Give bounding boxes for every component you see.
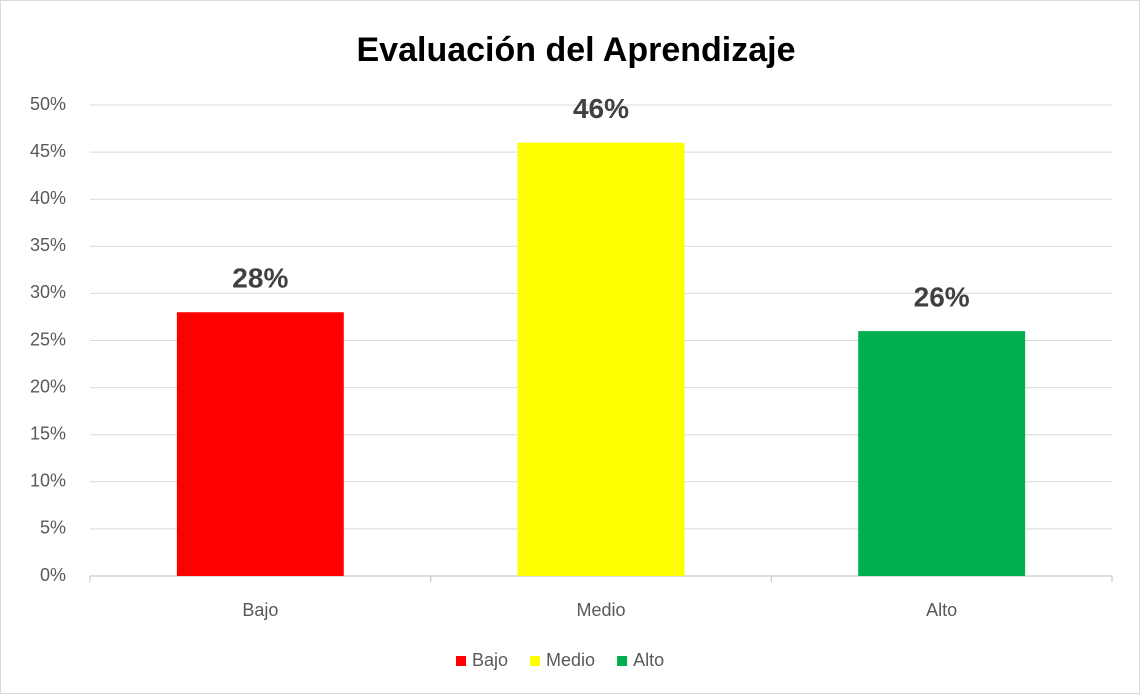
legend-swatch [456,656,466,666]
y-tick-label: 40% [30,188,66,208]
y-tick-label: 45% [30,141,66,161]
data-label: 46% [573,93,629,124]
bar [176,312,344,576]
x-tick-label: Bajo [242,600,278,620]
legend-swatch [530,656,541,666]
y-tick-label: 20% [30,376,66,396]
data-label: 28% [232,263,288,294]
bar [858,331,1026,576]
chart-title: Evaluación del Aprendizaje [357,31,796,69]
bar [517,142,685,576]
y-tick-label: 10% [30,471,66,491]
x-tick-label: Alto [926,600,957,620]
y-tick-label: 5% [40,518,66,538]
y-tick-label: 25% [30,329,66,349]
legend-label: Alto [633,650,664,670]
x-tick-label: Medio [576,600,625,620]
y-tick-label: 30% [30,282,66,302]
data-label: 26% [914,281,970,312]
y-tick-label: 15% [30,423,66,443]
y-tick-label: 0% [40,565,66,585]
y-tick-label: 35% [30,235,66,255]
y-tick-label: 50% [30,94,66,114]
legend-label: Bajo [472,650,508,670]
legend-swatch [617,656,628,666]
legend-label: Medio [546,650,595,670]
